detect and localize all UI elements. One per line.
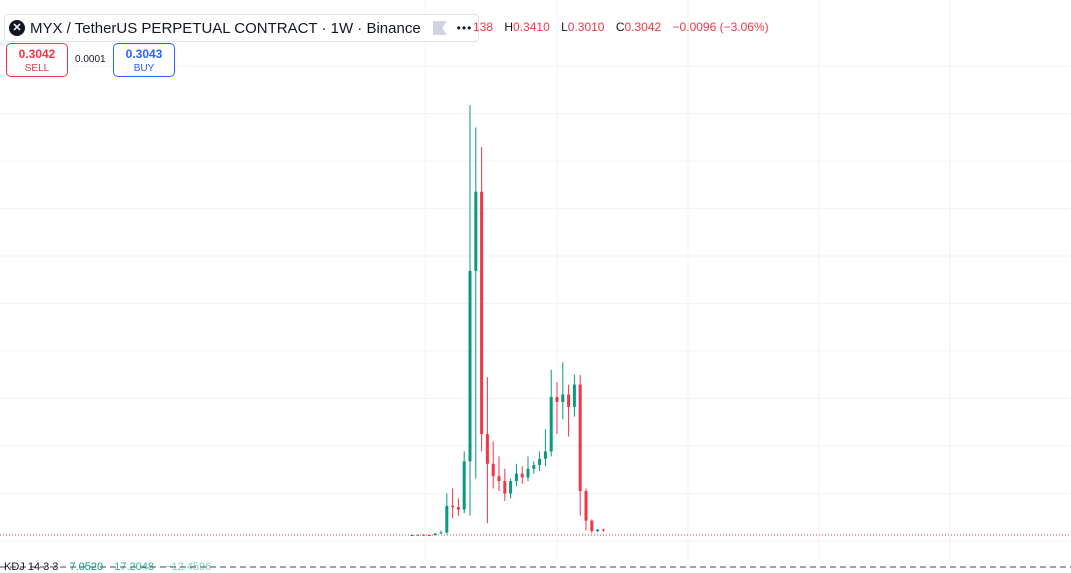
- candle-body: [485, 434, 489, 464]
- candle-body: [433, 533, 437, 536]
- candle-body: [584, 491, 588, 521]
- candle-body: [456, 507, 460, 510]
- ohlc-high-label: H: [504, 20, 514, 34]
- candle-body: [514, 473, 518, 482]
- sell-price: 0.3042: [18, 47, 56, 61]
- candle-body: [462, 461, 466, 510]
- candle-body: [427, 535, 431, 537]
- ohlc-close-value: 0.3042: [624, 20, 662, 34]
- candle-body: [509, 481, 513, 494]
- buy-label: BUY: [133, 63, 155, 74]
- candle-body: [601, 529, 605, 531]
- symbol-title: MYX / TetherUS PERPETUAL CONTRACT · 1W ·…: [30, 19, 421, 37]
- buy-price: 0.3043: [125, 47, 163, 61]
- chart-grid: [0, 0, 1071, 560]
- candle-body: [561, 394, 565, 402]
- buy-button[interactable]: 0.3043 BUY: [113, 43, 175, 77]
- candle-body: [480, 191, 484, 435]
- ohlc-high-value: 0.3410: [513, 20, 550, 34]
- ohlc-low-value: 0.3010: [567, 20, 605, 34]
- candle-body: [532, 465, 536, 469]
- sell-button[interactable]: 0.3042 SELL: [6, 43, 68, 77]
- candle-body: [538, 458, 542, 466]
- more-options-icon[interactable]: •••: [456, 21, 473, 35]
- candle-body: [474, 191, 478, 271]
- sell-label: SELL: [24, 63, 50, 74]
- candle-body: [491, 463, 495, 477]
- ohlc-open-value: 138: [473, 20, 494, 34]
- kdj-k-value: 7.0520: [69, 561, 104, 573]
- candle-body: [445, 505, 449, 533]
- flag-icon[interactable]: [432, 21, 447, 35]
- candle-body: [526, 468, 530, 478]
- candle-body: [520, 473, 524, 478]
- candle-body: [497, 476, 501, 482]
- ohlc-change: −0.0096 (−3.06%): [672, 20, 769, 34]
- candle-body: [439, 532, 443, 534]
- candle-body: [590, 520, 594, 532]
- candle-body: [549, 397, 553, 452]
- candle-body: [567, 394, 571, 407]
- spread-value: 0.0001: [75, 54, 106, 65]
- candle-body: [543, 451, 547, 459]
- kdj-name: KDJ 14 3 3: [4, 561, 59, 573]
- candle-body: [555, 397, 559, 402]
- candle-body: [596, 529, 600, 532]
- ohlc-low-label: L: [561, 20, 568, 34]
- ohlc-close-label: C: [615, 20, 625, 34]
- candle-body: [578, 384, 582, 491]
- candles: [410, 105, 605, 537]
- symbol-header[interactable]: ✕ MYX / TetherUS PERPETUAL CONTRACT · 1W…: [4, 14, 480, 42]
- ohlc-legend: 138 H0.3410 L0.3010 C0.3042 −0.0096 (−3.…: [473, 20, 769, 34]
- candle-body: [503, 481, 507, 494]
- candle-body: [468, 270, 472, 462]
- candle-body: [451, 505, 455, 508]
- candle-body: [572, 384, 576, 407]
- x-icon: ✕: [9, 20, 25, 36]
- kdj-j-value: −12.4596: [165, 561, 212, 573]
- candle-body: [410, 535, 414, 537]
- kdj-indicator-legend[interactable]: KDJ 14 3 3 7.0520 17.2048 −12.4596: [4, 561, 211, 573]
- kdj-d-value: 17.2048: [114, 561, 154, 573]
